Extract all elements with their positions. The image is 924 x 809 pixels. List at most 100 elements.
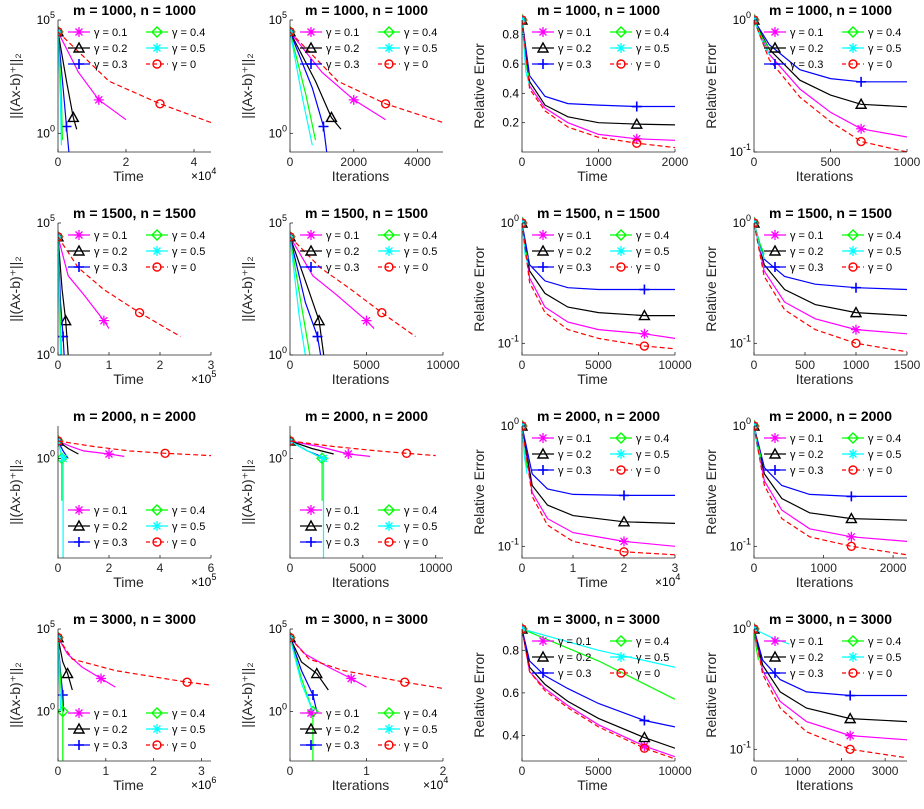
series-marker [380, 99, 391, 109]
series-line-0.1 [58, 440, 125, 457]
series-line-0 [58, 637, 211, 686]
series-marker [846, 541, 857, 552]
legend-marker [74, 708, 84, 718]
subplot-p21: 0 1 2 3×105 100 105 Time ||(Ax-b)⁺||₂ m = 1500, … [7, 205, 216, 387]
plot-area [290, 20, 443, 152]
plot-title: m = 3000, n = 3000 [537, 611, 660, 627]
x-tick-label: 10000 [658, 358, 692, 372]
x-tick-label: 2 [150, 764, 157, 778]
legend-marker [306, 230, 316, 240]
legend-label: γ = 0.5 [404, 724, 437, 736]
legend-marker [152, 740, 162, 750]
series-line-0.5 [58, 440, 64, 558]
legend-label: γ = 0 [172, 740, 196, 752]
legend-label: γ = 0.3 [94, 59, 127, 71]
x-axis-label: Time [577, 371, 608, 387]
y-tick-label: 0.8 [502, 28, 519, 42]
plot-title: m = 1500, n = 1500 [537, 205, 660, 221]
series-marker [134, 308, 145, 318]
x-axis-label: Iterations [796, 168, 854, 184]
series-line-0 [58, 236, 181, 338]
legend-marker [151, 707, 163, 719]
legend-marker [538, 262, 548, 272]
series-marker [306, 705, 319, 718]
x-tick-label: 1 [102, 764, 109, 778]
series-marker [754, 15, 759, 25]
legend-label: γ = 0.2 [326, 521, 359, 533]
x-tick-label: 4 [191, 155, 198, 169]
x-axis-label: Iterations [796, 574, 854, 590]
legend-label: γ = 0.4 [172, 708, 205, 720]
legend-marker [847, 26, 859, 38]
legend-marker [538, 230, 548, 240]
x-tick-label: 0 [519, 764, 526, 778]
series-marker [93, 94, 104, 105]
series-marker [318, 453, 329, 464]
legend-marker [74, 740, 84, 750]
legend-label: γ = 0.4 [636, 27, 669, 39]
y-axis-label: Relative Error [471, 43, 487, 129]
legend-label: γ = 0 [172, 537, 196, 549]
x-axis-label: Iterations [796, 777, 854, 793]
series-line-0.2 [754, 222, 907, 317]
x-tick-label: 5000 [585, 764, 612, 778]
x-axis-label: Iterations [796, 371, 854, 387]
x-axis-label: Iterations [332, 168, 390, 184]
y-tick-label: 100 [501, 213, 519, 230]
x-tick-label: 1 [106, 358, 113, 372]
plot-area [58, 223, 211, 355]
legend-label: γ = 0.5 [868, 652, 901, 664]
y-tick-label: 100 [269, 123, 287, 140]
legend-label: γ = 0.1 [94, 708, 127, 720]
series-line-0.5 [290, 31, 313, 146]
legend-marker [384, 43, 394, 53]
series-marker [851, 282, 861, 293]
series-marker [98, 315, 109, 326]
legend-label: γ = 0.3 [94, 537, 127, 549]
series-marker [845, 690, 856, 701]
legend-marker [72, 244, 86, 256]
legend: γ = 0.1 γ = 0.2 γ = 0.3 γ = 0.4 γ = 0.5 γ = 0 [68, 504, 205, 549]
legend-marker [151, 26, 163, 38]
legend-label: γ = 0.5 [636, 652, 669, 664]
plot-title: m = 2000, n = 2000 [537, 408, 660, 424]
plot-title: m = 1000, n = 1000 [537, 2, 660, 18]
y-tick-label: 105 [269, 10, 287, 27]
legend-label: γ = 0.5 [404, 246, 437, 258]
legend-label: γ = 0.2 [326, 43, 359, 55]
legend-label: γ = 0 [404, 537, 428, 549]
series-marker [522, 421, 527, 431]
series-marker [59, 314, 72, 326]
legend-marker [616, 43, 626, 53]
legend: γ = 0.1 γ = 0.2 γ = 0.3 γ = 0.4 γ = 0.5 γ = 0 [764, 635, 901, 680]
legend-label: γ = 0.3 [790, 59, 823, 71]
legend-marker [74, 27, 84, 37]
y-tick-label: 0.8 [502, 643, 519, 657]
series-line-0.3 [290, 31, 328, 152]
legend-label: γ = 0 [868, 465, 892, 477]
y-tick-label: 100 [733, 10, 751, 27]
series-line-0.3 [754, 425, 907, 497]
subplot-p12: 0 2000 4000 100 105 Iterations ||(Ax-b)⁺||₂ m =… [239, 2, 443, 184]
legend-marker [151, 229, 163, 241]
series-marker [754, 624, 759, 634]
legend-marker [383, 229, 395, 241]
y-tick-label: 105 [37, 10, 55, 27]
subplot-p42: 0 1 2×104 100 105 Iterations ||(Ax-b)⁺||₂ m = 3… [239, 611, 448, 793]
series-marker [400, 677, 410, 687]
legend-label: γ = 0.5 [404, 521, 437, 533]
series-marker [639, 341, 650, 351]
legend-marker [847, 229, 859, 241]
legend-label: γ = 0.4 [404, 230, 437, 242]
x-tick-label: 10000 [426, 358, 460, 372]
series-marker [312, 314, 326, 326]
legend-marker [383, 504, 395, 516]
y-axis-label: ||(Ax-b)⁺||₂ [7, 256, 23, 321]
plot-title: m = 1000, n = 1000 [73, 2, 196, 18]
series-marker [754, 218, 759, 228]
subplot-p44: 0 1000 2000 3000 10-1 100 Iterations Relative E… [703, 611, 907, 793]
legend-marker [74, 505, 84, 515]
x-tick-label: 0 [751, 561, 758, 575]
y-tick-label: 0.4 [502, 86, 519, 100]
legend-marker [384, 246, 394, 256]
